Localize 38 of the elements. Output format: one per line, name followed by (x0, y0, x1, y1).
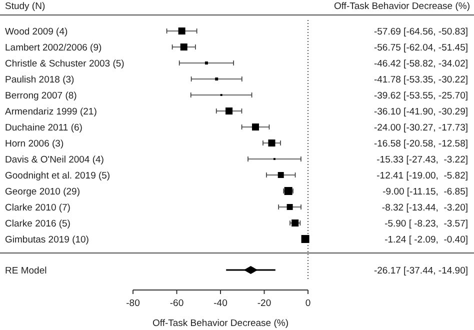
data-label: -8.32 [-13.44, -3.20] (382, 202, 468, 214)
data-label: -12.41 [-19.00, -5.82] (376, 170, 468, 182)
data-label: -57.69 [-64.56, -50.83] (374, 26, 468, 38)
data-label: -41.78 [-53.35, -30.22] (374, 74, 468, 86)
x-axis-title: Off-Task Behavior Decrease (%) (152, 318, 289, 329)
y-tick-label: Gimbutas 2019 (10) (5, 234, 89, 246)
data-label: -5.90 [ -8.23, -3.57] (384, 218, 468, 230)
data-label: -15.33 [-27.43, -3.22] (376, 154, 468, 166)
y-tick-label: Christle & Schuster 2003 (5) (5, 58, 124, 70)
x-tick-label: -80 (126, 298, 140, 309)
y-tick-label: RE Model (5, 266, 47, 276)
y-tick-label: Clarke 2016 (5) (5, 218, 70, 230)
y-tick-label: Armendariz 1999 (21) (5, 106, 97, 118)
y-tick-label: Davis & O'Neil 2004 (4) (5, 154, 104, 166)
y-tick-label: Lambert 2002/2006 (9) (5, 42, 102, 54)
data-label: -39.62 [-53.55, -25.70] (374, 90, 468, 102)
text: Off-Task Behavior Decrease (%) (334, 1, 470, 12)
y-tick-label: Duchaine 2011 (6) (5, 122, 82, 134)
y-tick-label: Horn 2006 (3) (5, 138, 64, 150)
y-tick-label: Clarke 2010 (7) (5, 202, 70, 214)
y-tick-label: Berrong 2007 (8) (5, 90, 77, 102)
x-tick-label: -20 (257, 298, 272, 309)
y-tick-label: Wood 2009 (4) (5, 26, 68, 38)
y-tick-label: George 2010 (29) (5, 186, 80, 198)
data-label: -16.58 [-20.58, -12.58] (374, 138, 468, 150)
data-label: -24.00 [-30.27, -17.73] (374, 122, 468, 134)
data-label: -46.42 [-58.82, -34.02] (374, 58, 468, 70)
y-tick-label: Paulish 2018 (3) (5, 74, 74, 86)
y-tick-label: Goodnight et al. 2019 (5) (5, 170, 110, 182)
data-label: -1.24 [ -2.09, -0.40] (384, 234, 468, 246)
x-tick-label: -40 (214, 298, 228, 309)
text: -26.17 [-37.44, -14.90] (374, 266, 468, 276)
data-label: -56.75 [-62.04, -51.45] (374, 42, 468, 54)
text: Study (N) (5, 1, 46, 12)
x-tick-label: -60 (170, 298, 184, 309)
x-tick-label: 0 (305, 298, 311, 309)
data-label: -36.10 [-41.90, -30.29] (374, 106, 468, 118)
data-label: -9.00 [-11.15, -6.85] (382, 186, 468, 198)
